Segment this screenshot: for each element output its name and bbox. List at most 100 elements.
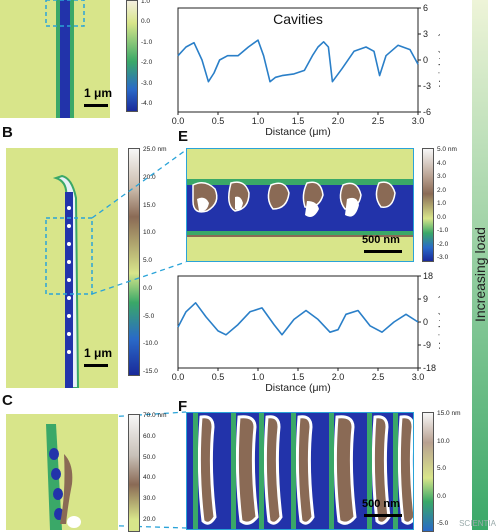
colorbar-tick: 60.0: [143, 432, 156, 440]
colorbar-tick: 40.0: [143, 474, 156, 482]
watermark: SCIENTIA: [459, 519, 496, 528]
afm-ridge-edge: [329, 413, 334, 529]
scale-bar-label-b: 1 μm: [84, 346, 113, 360]
x-tick-label: 0.0: [172, 116, 185, 126]
colorbar-tick: 1.0: [141, 0, 151, 5]
chart-title: Cavities: [273, 11, 323, 27]
colorbar-tick: -4.0: [141, 100, 153, 107]
colorbar-tick: 5.0: [437, 465, 447, 472]
y-tick-label: 6: [423, 3, 428, 13]
x-tick-label: 2.0: [332, 116, 345, 126]
afm-image-b: [6, 148, 118, 388]
colorbar-tick: 5.0: [143, 257, 153, 264]
colorbar-tick: -5.0: [437, 520, 449, 527]
scale-bar-e: [364, 250, 402, 253]
colorbar-tick: 70.0 nm: [143, 412, 167, 419]
colorbar-tick: -3.0: [141, 79, 153, 87]
colorbar-tick: 0.0: [437, 213, 447, 221]
x-tick-label: 1.5: [292, 116, 305, 126]
x-tick-label: 0.0: [172, 372, 185, 382]
scale-bar-top: [84, 104, 108, 107]
y-tick-label: 9: [423, 294, 428, 304]
colorbar-tick: -1.0: [437, 227, 449, 234]
x-tick-label: 2.5: [372, 116, 385, 126]
colorbar-tick: -3.0: [437, 254, 449, 261]
series-line: [177, 302, 419, 336]
x-tick-label: 2.5: [372, 372, 385, 382]
colorbar-tick: 20.0: [143, 516, 156, 523]
x-tick-label: 2.0: [332, 372, 345, 382]
colorbar-tick: 2.0: [437, 186, 447, 194]
x-tick-label: 0.5: [212, 372, 225, 382]
colorbar-f: [422, 412, 434, 532]
afm-image-e: [186, 148, 414, 262]
y-axis-label: Height (nm): [437, 295, 440, 350]
colorbar-tick: 30.0: [143, 495, 156, 503]
y-tick-label: 0: [423, 317, 428, 327]
colorbar-c: [128, 414, 140, 532]
afm-image-c: [6, 414, 118, 530]
afm-ridge: [397, 415, 413, 525]
colorbar-tick: 5.0 nm: [437, 146, 457, 153]
scale-bar-label-f: 500 nm: [362, 498, 400, 510]
colorbar-tick: 1.0: [437, 200, 447, 207]
panel-label-b: B: [2, 124, 13, 141]
colorbar-tick: 3.0: [437, 173, 447, 180]
colorbar-tick: -5.0: [143, 312, 155, 320]
colorbar-top: [126, 0, 138, 112]
afm-image-f: [186, 412, 414, 530]
afm-ridge: [197, 415, 217, 525]
colorbar-tick: 0.0: [143, 284, 153, 292]
x-axis-label: Distance (μm): [265, 382, 331, 394]
afm-ridge-edge: [367, 413, 372, 529]
increasing-load-bar: [472, 0, 488, 530]
x-tick-label: 1.0: [252, 372, 265, 382]
afm-ridge-edge: [291, 413, 296, 529]
afm-ridge-edge: [393, 413, 398, 529]
line-chart-cavities: 0.0 0.5 1.0 1.5 2.0 2.5 3.0 6 3 0 -3 -6 Distance (μm…: [172, 3, 440, 138]
colorbar-tick: -2.0: [141, 59, 153, 67]
afm-ridge: [333, 415, 357, 525]
line-chart-e: 0.0 0.5 1.0 1.5 2.0 2.5 3.0 18 9 0 -9 -18 Distance (…: [172, 271, 440, 394]
afm-ridge: [235, 415, 259, 525]
afm-ridge-edge: [193, 413, 198, 529]
colorbar-tick: -1.0: [141, 38, 153, 46]
afm-ridge: [295, 415, 315, 525]
x-tick-label: 1.0: [252, 116, 265, 126]
scale-bar-b: [84, 364, 108, 367]
afm-ridge: [371, 415, 391, 525]
colorbar-tick: -2.0: [437, 240, 449, 248]
y-axis-label: Height (nm): [437, 33, 440, 88]
scale-bar-label-e: 500 nm: [362, 234, 400, 246]
x-tick-label: 0.5: [212, 116, 225, 126]
colorbar-tick: 15.0 nm: [437, 410, 461, 417]
y-tick-label: 3: [423, 29, 428, 39]
afm-ridge-edge: [231, 413, 236, 529]
colorbar-tick: 20.0: [143, 173, 156, 181]
colorbar-tick: -10.0: [143, 340, 158, 348]
colorbar-tick: 15.0: [143, 201, 156, 209]
x-tick-label: 3.0: [412, 116, 425, 126]
colorbar-b: [128, 148, 140, 376]
panel-label-c: C: [2, 392, 13, 409]
y-tick-label: -3: [423, 81, 431, 91]
afm-ridge: [263, 415, 283, 525]
colorbar-tick: 10.0: [143, 229, 156, 237]
panel-label-e: E: [178, 128, 189, 145]
afm-image-top: [0, 0, 110, 118]
scale-bar-f: [364, 514, 402, 517]
scale-bar-label-top: 1 μm: [84, 86, 113, 100]
colorbar-tick: -15.0: [143, 368, 158, 375]
y-tick-label: -18: [423, 363, 436, 373]
colorbar-e: [422, 148, 434, 262]
colorbar-tick: 50.0: [143, 453, 156, 461]
colorbar-tick: 25.0 nm: [143, 146, 167, 153]
x-tick-label: 1.5: [292, 372, 305, 382]
colorbar-tick: 4.0: [437, 159, 447, 167]
colorbar-tick: 0.0: [141, 18, 151, 26]
y-tick-label: -6: [423, 107, 431, 117]
y-tick-label: -9: [423, 340, 431, 350]
y-tick-label: 0: [423, 55, 428, 65]
series-line: [177, 39, 419, 83]
colorbar-tick: 10.0: [437, 437, 450, 445]
